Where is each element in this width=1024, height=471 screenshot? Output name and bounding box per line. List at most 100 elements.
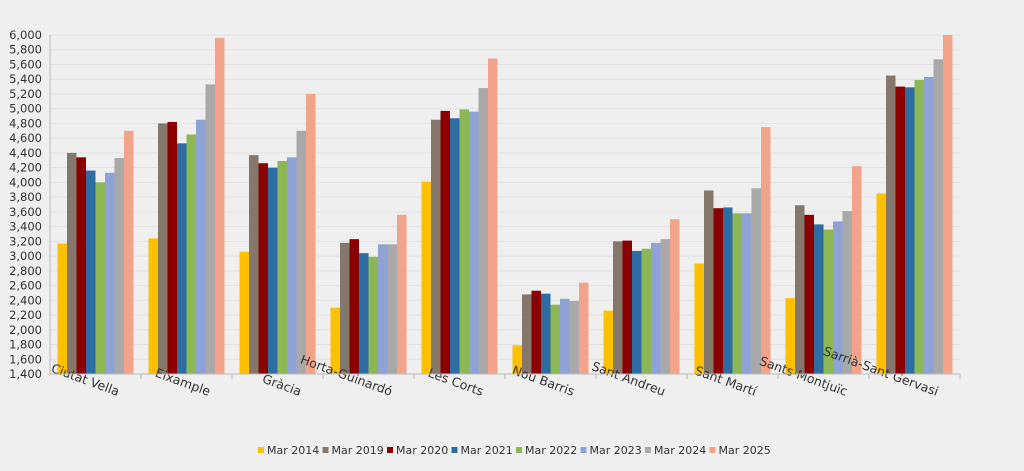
bar bbox=[148, 238, 158, 374]
bar bbox=[431, 119, 441, 374]
bar bbox=[569, 301, 579, 374]
legend-label: Mar 2022 bbox=[525, 444, 577, 457]
legend-swatch bbox=[387, 447, 393, 453]
legend-label: Mar 2020 bbox=[396, 444, 448, 457]
bar bbox=[550, 304, 560, 374]
bars bbox=[57, 35, 953, 375]
bar bbox=[660, 239, 670, 374]
bar bbox=[124, 130, 134, 374]
y-axis: 1,4001,6001,8002,0002,2002,4002,6002,800… bbox=[9, 28, 51, 381]
legend-label: Mar 2023 bbox=[590, 444, 642, 457]
y-tick-label: 5,000 bbox=[9, 102, 42, 116]
y-tick-label: 2,000 bbox=[9, 323, 42, 337]
legend-label: Mar 2019 bbox=[332, 444, 384, 457]
bar bbox=[95, 182, 105, 374]
y-tick-label: 5,800 bbox=[9, 43, 42, 57]
y-tick-label: 2,800 bbox=[9, 264, 42, 278]
bar bbox=[694, 263, 704, 374]
bar bbox=[895, 86, 905, 374]
bar bbox=[641, 248, 651, 374]
bar bbox=[914, 79, 924, 374]
bar bbox=[670, 219, 680, 374]
bar bbox=[785, 298, 795, 374]
y-tick-label: 3,200 bbox=[9, 234, 42, 248]
bar bbox=[852, 166, 862, 374]
bar bbox=[258, 163, 268, 374]
y-tick-label: 5,400 bbox=[9, 72, 42, 86]
legend-swatch bbox=[580, 447, 587, 453]
bar bbox=[450, 118, 460, 374]
bar bbox=[842, 211, 852, 374]
bar bbox=[76, 157, 86, 374]
bar bbox=[531, 290, 541, 374]
x-tick-label: Gràcia bbox=[260, 371, 303, 399]
y-tick-label: 2,400 bbox=[9, 293, 42, 307]
bar bbox=[522, 294, 532, 374]
legend-swatch bbox=[709, 447, 716, 453]
y-tick-label: 1,400 bbox=[9, 367, 42, 381]
bar bbox=[186, 134, 196, 374]
y-tick-label: 4,200 bbox=[9, 161, 42, 175]
bar bbox=[804, 214, 814, 374]
bar bbox=[277, 161, 287, 374]
bar bbox=[359, 253, 369, 374]
bar bbox=[340, 242, 350, 374]
bar bbox=[378, 244, 388, 374]
y-tick-label: 2,600 bbox=[9, 279, 42, 293]
bar bbox=[823, 229, 833, 374]
bar bbox=[751, 188, 761, 374]
legend-swatch bbox=[451, 447, 458, 453]
bar bbox=[560, 298, 570, 374]
bar bbox=[622, 240, 632, 374]
bar bbox=[397, 214, 407, 374]
bar bbox=[57, 243, 67, 374]
bar bbox=[287, 157, 297, 374]
y-tick-label: 5,200 bbox=[9, 87, 42, 101]
bar bbox=[795, 205, 805, 374]
legend-label: Mar 2025 bbox=[719, 444, 771, 457]
bar bbox=[177, 143, 187, 374]
bar bbox=[704, 190, 714, 374]
bar bbox=[196, 119, 206, 374]
y-tick-label: 4,000 bbox=[9, 175, 42, 189]
bar bbox=[713, 208, 723, 374]
bar bbox=[86, 170, 96, 374]
bar bbox=[541, 293, 551, 374]
bar bbox=[158, 123, 168, 374]
bar bbox=[215, 37, 225, 375]
bar bbox=[114, 158, 124, 374]
bar bbox=[742, 213, 752, 374]
bar bbox=[478, 88, 488, 375]
legend: Mar 2014 Mar 2019 Mar 2020 Mar 2021 Mar 2022… bbox=[258, 444, 771, 457]
y-tick-label: 3,000 bbox=[9, 249, 42, 263]
bar bbox=[249, 155, 259, 374]
bar bbox=[603, 310, 613, 374]
bar bbox=[905, 87, 915, 374]
bar bbox=[469, 111, 479, 374]
y-tick-label: 5,600 bbox=[9, 57, 42, 71]
bar bbox=[268, 167, 278, 374]
bar bbox=[239, 251, 249, 374]
y-tick-label: 4,800 bbox=[9, 116, 42, 130]
bar bbox=[368, 256, 378, 374]
bar bbox=[732, 213, 742, 374]
bar bbox=[613, 241, 623, 374]
bar bbox=[330, 307, 340, 374]
bar bbox=[167, 121, 177, 374]
bar bbox=[924, 77, 934, 374]
legend-swatch bbox=[322, 447, 329, 453]
bar bbox=[349, 239, 359, 374]
legend-label: Mar 2024 bbox=[654, 444, 706, 457]
bar bbox=[876, 193, 886, 374]
bar bbox=[421, 181, 431, 374]
y-tick-label: 1,800 bbox=[9, 338, 42, 352]
bar bbox=[105, 172, 115, 374]
y-tick-label: 3,800 bbox=[9, 190, 42, 204]
legend-swatch bbox=[516, 447, 522, 453]
bar bbox=[306, 93, 316, 375]
bar bbox=[886, 75, 896, 375]
y-tick-label: 6,000 bbox=[9, 28, 42, 42]
bar bbox=[459, 109, 469, 374]
bar bbox=[651, 242, 661, 374]
